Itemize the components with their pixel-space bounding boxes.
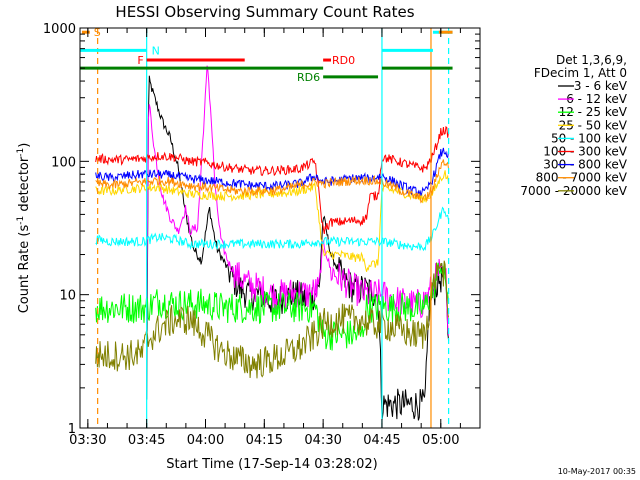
x-tick-label: 03:45 [128,433,165,448]
flag-label-rd6: RD6 [297,71,320,84]
legend-entry-label: 7000 - 20000 keV [520,184,627,198]
series-line-5 [95,206,449,252]
y-tick-label: 1 [68,422,76,437]
chart-title: HESSI Observing Summary Count Rates [115,3,414,21]
flag-label-s: S [94,26,101,39]
x-axis: 03:30 03:45 04:00 04:15 04:30 04:45 05:00 [69,28,481,448]
series-line-3 [95,262,449,351]
legend-header-2: FDecim 1, Att 0 [534,66,627,80]
x-tick-label: 03:30 [69,433,106,448]
legend-entry-label: 3 - 6 keV [574,79,628,93]
x-tick-label: 04:15 [246,433,283,448]
x-tick-label: 04:45 [363,433,400,448]
series-line-4 [95,170,449,272]
legend-header-1: Det 1,3,6,9, [556,53,627,67]
x-tick-label: 05:00 [422,433,459,448]
flag-label-n: N [152,44,160,57]
y-tick-label: 1000 [43,22,76,37]
legend-entry-label: 6 - 12 keV [566,92,628,106]
x-axis-label: Start Time (17-Sep-14 03:28:02) [166,457,377,472]
legend-entry-label: 300 - 800 keV [543,158,627,172]
x-tick-label: 04:30 [304,433,341,448]
plot-frame [79,27,481,429]
flags-group: S NF RD0 RD6 [80,26,453,84]
legend-entry-label: 12 - 25 keV [559,105,628,119]
flag-label-f: F [137,54,143,67]
y-axis-label: Count Rate (s-1 detector-1) [16,143,32,314]
legend-entry-label: 25 - 50 keV [559,118,628,132]
legend-entry-label: 800 - 7000 keV [536,171,628,185]
legend-entry-label: 50 - 100 keV [551,131,628,145]
y-tick-label: 10 [59,289,76,304]
y-tick-label: 100 [51,155,76,170]
legend-entry-label: 100 - 300 keV [543,145,627,159]
series-line-7 [95,147,449,198]
series-line-9 [95,260,449,379]
series-line-8 [95,159,449,204]
series-line-1 [146,75,450,421]
footer-timestamp: 10-May-2017 00:35 [558,467,636,476]
series-group [95,65,450,421]
vertical-markers-group [97,28,450,428]
legend: Det 1,3,6,9, FDecim 1, Att 0 3 - 6 keV6 … [520,53,627,198]
y-axis: 1 10 100 1000 [43,22,480,437]
x-tick-label: 04:00 [187,433,224,448]
flag-label-rd0: RD0 [332,54,355,67]
series-line-6 [95,125,449,234]
